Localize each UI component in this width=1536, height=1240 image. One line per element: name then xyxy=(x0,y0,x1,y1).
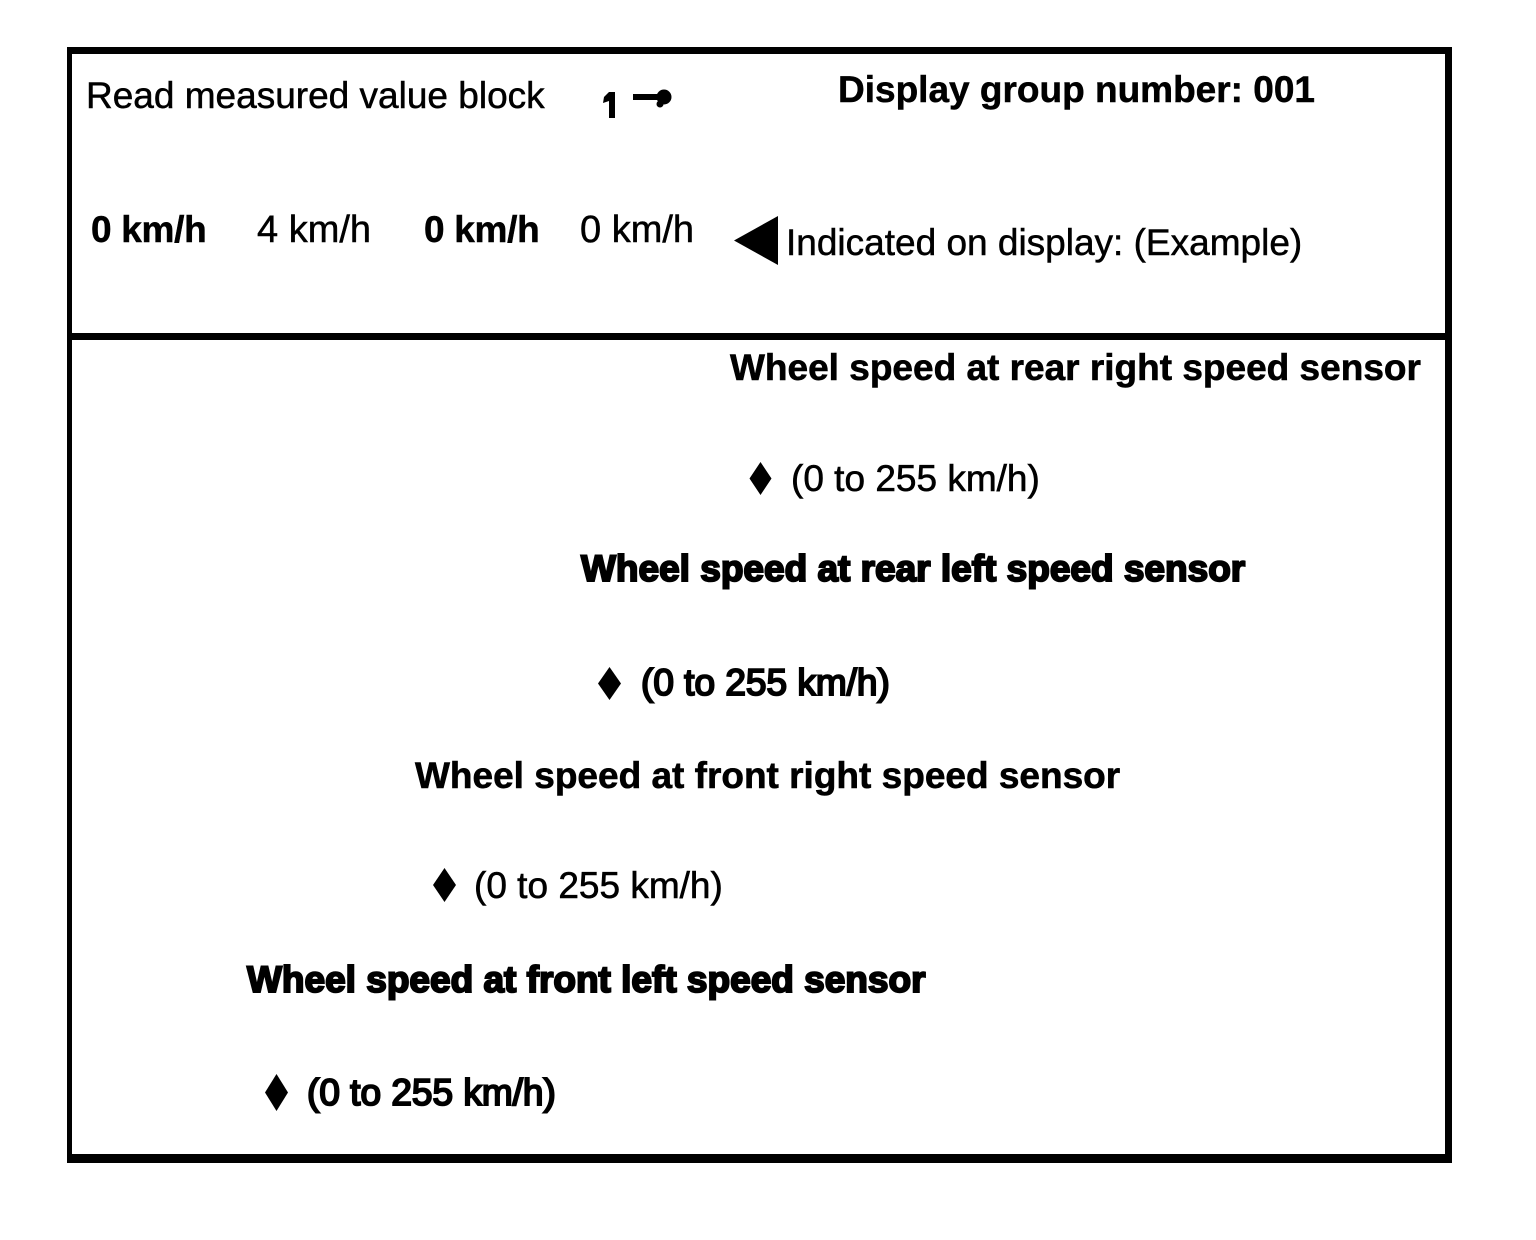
svg-text:(0 to 255 km/h): (0 to 255 km/h) xyxy=(307,1072,556,1113)
svg-text:Display group number: 001: Display group number: 001 xyxy=(838,69,1315,110)
svg-text:Indicated on display: (Example: Indicated on display: (Example) xyxy=(786,222,1302,263)
svg-text:Wheel speed at front left spee: Wheel speed at front left speed sensor xyxy=(247,959,925,1000)
svg-text:Wheel speed at front right spe: Wheel speed at front right speed sensor xyxy=(415,755,1120,796)
svg-text:0 km/h: 0 km/h xyxy=(424,209,539,250)
svg-text:0 km/h: 0 km/h xyxy=(91,209,206,250)
svg-text:4 km/h: 4 km/h xyxy=(257,209,371,251)
svg-text:(0 to 255 km/h): (0 to 255 km/h) xyxy=(791,458,1040,499)
svg-text:(0 to 255 km/h): (0 to 255 km/h) xyxy=(641,662,890,703)
svg-text:(0 to 255 km/h): (0 to 255 km/h) xyxy=(474,865,723,906)
svg-text:Wheel speed at rear right spee: Wheel speed at rear right speed sensor xyxy=(730,347,1421,388)
svg-text:0 km/h: 0 km/h xyxy=(580,209,694,251)
svg-text:Wheel speed at rear left speed: Wheel speed at rear left speed sensor xyxy=(581,548,1245,589)
svg-text:Read measured value block: Read measured value block xyxy=(86,75,545,116)
